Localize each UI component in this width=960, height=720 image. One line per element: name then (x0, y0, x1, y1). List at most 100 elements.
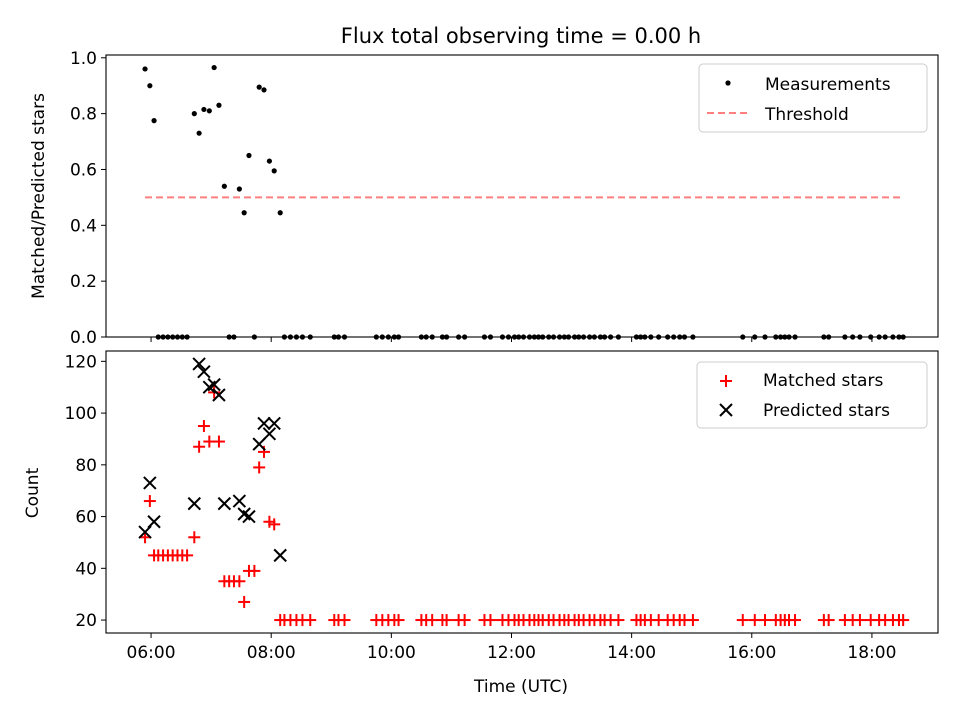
x-axis-label: Time (UTC) (473, 677, 568, 697)
predicted-star-point-b (267, 416, 281, 431)
top-legend-box (698, 63, 928, 133)
predicted-star-point (197, 364, 211, 379)
measurement-point (261, 87, 267, 93)
predicted-star-point (262, 427, 277, 441)
top-y-tick-label: 1.0 (70, 49, 97, 69)
matched-star-point (686, 614, 699, 627)
matched-star-point (822, 614, 835, 627)
matched-star-point (338, 614, 351, 627)
measurement-point (241, 210, 247, 216)
predicted-star-point (232, 494, 247, 508)
predicted-star-point-b (192, 357, 206, 371)
bottom-axes-frame (105, 350, 939, 634)
bottom-legend: Matched stars Predicted stars (696, 361, 928, 429)
measurement-point (256, 84, 262, 90)
top-y-tick-label: 0.6 (70, 160, 97, 180)
top-y-tick-label: 0.4 (70, 216, 97, 236)
matched-star-point (853, 614, 866, 627)
measurement-point (211, 64, 217, 71)
legend-measurements-marker (725, 80, 731, 86)
legend-predicted-label: Predicted stars (763, 401, 890, 421)
legend-matched-label: Matched stars (763, 371, 883, 391)
predicted-star-point-b (187, 496, 202, 511)
legend-predicted-marker (719, 403, 733, 417)
top-y-ticks: 0.0 0.2 0.4 0.6 0.8 1.0 (70, 49, 106, 348)
bottom-y-tick-label: 40 (75, 559, 97, 579)
measurement-point (206, 108, 212, 114)
x-tick-label: 14:00 (607, 643, 656, 663)
matched-star-point (392, 614, 405, 627)
predicted-star-point-b (207, 377, 221, 392)
top-y-tick-label: 0.2 (70, 272, 97, 292)
bottom-y-tick-label: 60 (75, 508, 97, 528)
matched-star-point (736, 614, 749, 627)
predicted-star-point-b (197, 364, 211, 379)
matched-star-point (268, 518, 281, 531)
matched-star-point (758, 614, 771, 627)
predicted-star-point-b (257, 416, 271, 431)
predicted-star-point (147, 515, 161, 529)
top-y-tick-label: 0.8 (70, 105, 97, 125)
predicted-star-point (257, 416, 271, 431)
x-tick-label: 12:00 (487, 643, 536, 663)
matched-star-point (897, 614, 910, 627)
matched-star-point (248, 564, 261, 577)
predicted-star-point (143, 476, 157, 490)
predicted-star-point-b (262, 427, 277, 441)
stars-group (138, 357, 910, 627)
measurement-point (147, 83, 153, 89)
predicted-star-point-b (273, 548, 287, 563)
bottom-y-tick-label: 120 (65, 352, 97, 372)
legend-matched-marker (720, 375, 732, 387)
matched-star-point (304, 614, 317, 627)
predicted-star-point-b (242, 509, 256, 524)
predicted-star-point (242, 509, 256, 524)
matched-star-point (440, 614, 453, 627)
legend-measurements-label: Measurements (765, 75, 891, 95)
measurement-point (266, 158, 272, 164)
top-panel: 0.0 0.2 0.4 0.6 0.8 1.0 Matched/Predicted sta… (29, 49, 939, 348)
matched-star-point (458, 614, 471, 627)
predicted-star-point (207, 377, 221, 392)
bottom-legend-box (696, 361, 928, 429)
measurement-point (236, 186, 242, 192)
predicted-star-point-b (217, 496, 232, 511)
measurement-point (191, 111, 197, 117)
top-y-tick-label: 0.0 (70, 328, 97, 348)
predicted-star-point-b (237, 507, 251, 521)
predicted-star-point (217, 496, 232, 511)
matched-star-point (193, 440, 206, 453)
predicted-star-point-b (147, 515, 161, 529)
matched-star-point (748, 614, 761, 627)
bottom-y-axis-label: Count (23, 467, 43, 518)
bottom-y-ticks: 20 40 60 80 100 120 (65, 352, 106, 631)
legend-threshold-label: Threshold (764, 105, 849, 125)
bottom-y-tick-label: 80 (75, 456, 97, 476)
top-axes-frame (105, 54, 939, 338)
x-tick-label: 18:00 (847, 643, 896, 663)
predicted-star-point-b (232, 494, 247, 508)
x-tick-label: 08:00 (247, 643, 296, 663)
measurement-point (142, 66, 148, 72)
predicted-star-point (267, 416, 281, 431)
predicted-star-point-b (143, 476, 157, 490)
matched-star-point (143, 495, 156, 508)
matched-star-point (197, 420, 210, 433)
predicted-star-point (192, 357, 206, 371)
top-x-ticks (150, 337, 873, 342)
predicted-star-point-b (212, 388, 226, 402)
bottom-y-tick-label: 100 (65, 404, 97, 424)
measurement-point (271, 168, 277, 174)
measurement-point (246, 152, 252, 159)
measurements-group (142, 64, 906, 340)
measurement-point (151, 118, 157, 124)
matched-star-point (789, 614, 802, 627)
matched-star-point (612, 614, 625, 627)
matched-star-point (238, 595, 251, 608)
measurement-point (221, 183, 227, 189)
predicted-star-point (212, 388, 226, 402)
matched-star-point (484, 614, 497, 627)
matched-star-point (426, 614, 439, 627)
predicted-star-point-b (252, 437, 266, 451)
